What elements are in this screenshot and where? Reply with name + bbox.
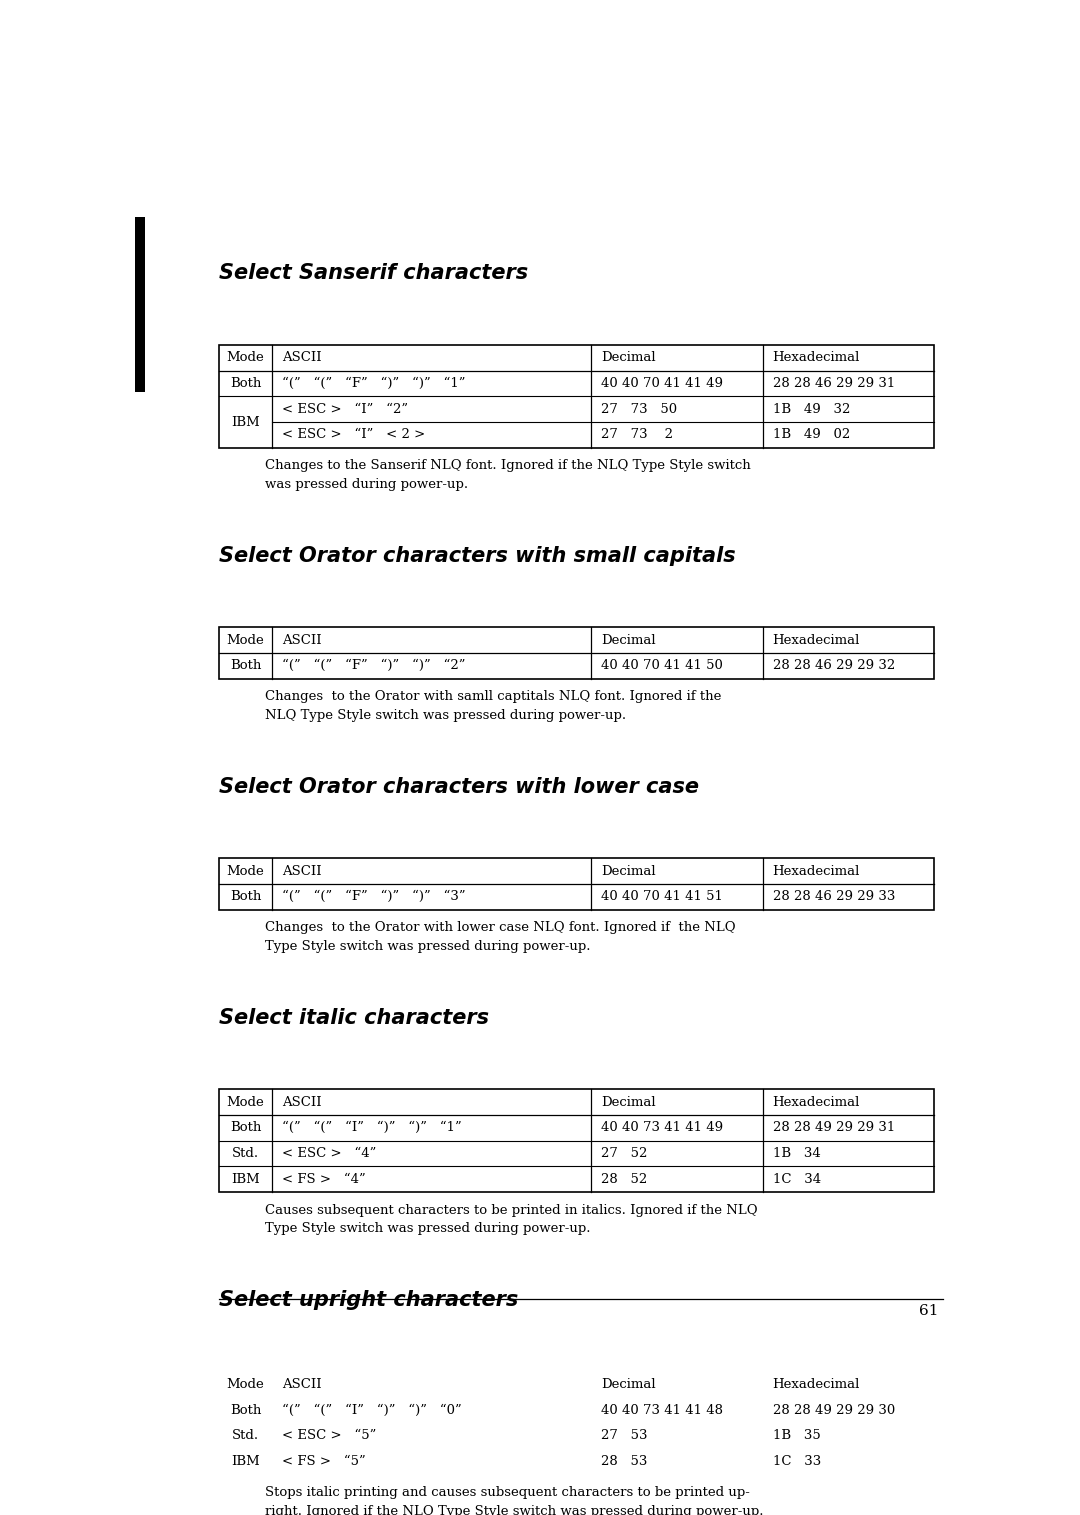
- Text: Stops italic printing and causes subsequent characters to be printed up-
right. : Stops italic printing and causes subsequ…: [265, 1486, 764, 1515]
- Text: IBM: IBM: [231, 1173, 260, 1186]
- Text: 40 40 70 41 41 49: 40 40 70 41 41 49: [600, 377, 723, 391]
- Text: < ESC >   “I”   < 2 >: < ESC > “I” < 2 >: [282, 429, 426, 441]
- Bar: [218, 1089, 934, 1192]
- Text: < ESC >   “4”: < ESC > “4”: [282, 1147, 377, 1160]
- Text: IBM: IBM: [231, 415, 260, 429]
- Text: Both: Both: [230, 659, 261, 673]
- Text: Hexadecimal: Hexadecimal: [772, 633, 860, 647]
- Text: “(”   “(”   “F”   “)”   “)”   “3”: “(” “(” “F” “)” “)” “3”: [282, 891, 467, 903]
- Text: 1B   49   32: 1B 49 32: [772, 403, 850, 415]
- Text: 40 40 73 41 41 48: 40 40 73 41 41 48: [600, 1404, 723, 1417]
- Text: Causes subsequent characters to be printed in italics. Ignored if the NLQ
Type S: Causes subsequent characters to be print…: [265, 1204, 757, 1235]
- Text: ASCII: ASCII: [282, 351, 322, 365]
- Text: 28 28 46 29 29 32: 28 28 46 29 29 32: [772, 659, 895, 673]
- Text: ASCII: ASCII: [282, 1095, 322, 1109]
- Text: Std.: Std.: [232, 1147, 259, 1160]
- Text: “(”   “(”   “I”   “)”   “)”   “0”: “(” “(” “I” “)” “)” “0”: [282, 1404, 462, 1417]
- Bar: [218, 345, 934, 448]
- Text: Mode: Mode: [227, 865, 265, 877]
- Text: 1B   35: 1B 35: [772, 1429, 821, 1442]
- Text: 40 40 70 41 41 51: 40 40 70 41 41 51: [600, 891, 723, 903]
- Text: Both: Both: [230, 891, 261, 903]
- Text: Changes  to the Orator with samll captitals NLQ font. Ignored if the
NLQ Type St: Changes to the Orator with samll captita…: [265, 691, 721, 723]
- Text: Select italic characters: Select italic characters: [218, 1007, 488, 1027]
- Text: Mode: Mode: [227, 1095, 265, 1109]
- Text: Mode: Mode: [227, 633, 265, 647]
- Text: Mode: Mode: [227, 1379, 265, 1391]
- Text: Both: Both: [230, 377, 261, 391]
- Text: Both: Both: [230, 1404, 261, 1417]
- Text: Select Sanserif characters: Select Sanserif characters: [218, 264, 528, 283]
- Text: Decimal: Decimal: [600, 351, 656, 365]
- Text: Hexadecimal: Hexadecimal: [772, 1379, 860, 1391]
- Text: Changes  to the Orator with lower case NLQ font. Ignored if  the NLQ
Type Style : Changes to the Orator with lower case NL…: [265, 921, 735, 953]
- Text: IBM: IBM: [231, 1454, 260, 1468]
- Text: 40 40 73 41 41 49: 40 40 73 41 41 49: [600, 1121, 723, 1135]
- Text: Decimal: Decimal: [600, 1379, 656, 1391]
- Text: ASCII: ASCII: [282, 865, 322, 877]
- Text: < FS >   “4”: < FS > “4”: [282, 1173, 366, 1186]
- Text: 28 28 49 29 29 31: 28 28 49 29 29 31: [772, 1121, 895, 1135]
- Text: ASCII: ASCII: [282, 633, 322, 647]
- Text: < ESC >   “5”: < ESC > “5”: [282, 1429, 377, 1442]
- Text: Hexadecimal: Hexadecimal: [772, 1095, 860, 1109]
- Text: 27   52: 27 52: [600, 1147, 647, 1160]
- Text: “(”   “(”   “F”   “)”   “)”   “2”: “(” “(” “F” “)” “)” “2”: [282, 659, 465, 673]
- Text: Mode: Mode: [227, 351, 265, 365]
- Text: 1C   34: 1C 34: [772, 1173, 821, 1186]
- Text: Changes to the Sanserif NLQ font. Ignored if the NLQ Type Style switch
was press: Changes to the Sanserif NLQ font. Ignore…: [265, 459, 751, 491]
- Text: 1B   49   02: 1B 49 02: [772, 429, 850, 441]
- Text: ASCII: ASCII: [282, 1379, 322, 1391]
- Bar: [218, 627, 934, 679]
- Text: “(”   “(”   “F”   “)”   “)”   “1”: “(” “(” “F” “)” “)” “1”: [282, 377, 465, 391]
- Text: 1C   33: 1C 33: [772, 1454, 821, 1468]
- Text: 28 28 49 29 29 30: 28 28 49 29 29 30: [772, 1404, 895, 1417]
- Text: 40 40 70 41 41 50: 40 40 70 41 41 50: [600, 659, 723, 673]
- Bar: [218, 859, 934, 909]
- Text: 27   53: 27 53: [600, 1429, 647, 1442]
- Text: 1B   34: 1B 34: [772, 1147, 821, 1160]
- Text: Decimal: Decimal: [600, 1095, 656, 1109]
- Bar: [135, 217, 145, 392]
- Text: Select Orator characters with small capitals: Select Orator characters with small capi…: [218, 545, 735, 565]
- Text: 28   52: 28 52: [600, 1173, 647, 1186]
- Text: < FS >   “5”: < FS > “5”: [282, 1454, 366, 1468]
- Text: Both: Both: [230, 1121, 261, 1135]
- Text: 28   53: 28 53: [600, 1454, 647, 1468]
- Text: 61: 61: [919, 1304, 939, 1318]
- Text: 27   73    2: 27 73 2: [600, 429, 673, 441]
- Bar: [218, 1371, 934, 1474]
- Text: Std.: Std.: [232, 1429, 259, 1442]
- Text: Select Orator characters with lower case: Select Orator characters with lower case: [218, 777, 699, 797]
- Text: 28 28 46 29 29 31: 28 28 46 29 29 31: [772, 377, 895, 391]
- Text: “(”   “(”   “I”   “)”   “)”   “1”: “(” “(” “I” “)” “)” “1”: [282, 1121, 462, 1135]
- Text: Hexadecimal: Hexadecimal: [772, 351, 860, 365]
- Text: 28 28 46 29 29 33: 28 28 46 29 29 33: [772, 891, 895, 903]
- Text: 27   73   50: 27 73 50: [600, 403, 677, 415]
- Text: Decimal: Decimal: [600, 865, 656, 877]
- Text: < ESC >   “I”   “2”: < ESC > “I” “2”: [282, 403, 408, 415]
- Text: Select upright characters: Select upright characters: [218, 1291, 518, 1310]
- Text: Hexadecimal: Hexadecimal: [772, 865, 860, 877]
- Text: Decimal: Decimal: [600, 633, 656, 647]
